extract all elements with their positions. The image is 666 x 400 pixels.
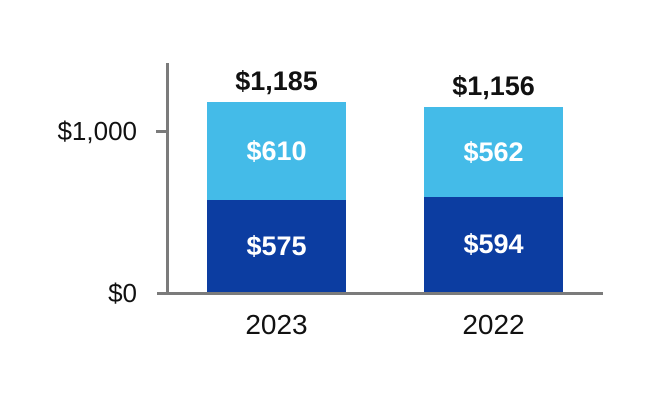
bar-segment-2022-top: $562	[424, 106, 563, 198]
x-axis-label-2023: 2023	[245, 309, 308, 340]
bar-segment-2023-top: $610	[207, 102, 346, 201]
x-axis-line	[157, 292, 603, 295]
segment-value-label: $562	[463, 136, 524, 167]
y-axis-label-1000: $1,000	[57, 116, 137, 146]
total-label-2022: $1,156	[452, 70, 535, 101]
y-axis-tick-1000	[156, 130, 167, 133]
bar-group-2023: $1,185 $610 $575 2023	[207, 0, 346, 400]
y-axis-label-0: $0	[108, 278, 137, 308]
x-axis-label-2022: 2022	[462, 309, 525, 340]
segment-value-label: $575	[246, 230, 307, 261]
y-axis-line	[166, 63, 169, 293]
segment-value-label: $594	[463, 229, 524, 260]
bar-group-2022: $1,156 $562 $594 2022	[424, 0, 563, 400]
segment-value-label: $610	[246, 135, 307, 166]
bar-segment-2022-bottom: $594	[424, 197, 563, 292]
total-label-2023: $1,185	[235, 66, 318, 97]
bar-segment-2023-bottom: $575	[207, 200, 346, 292]
